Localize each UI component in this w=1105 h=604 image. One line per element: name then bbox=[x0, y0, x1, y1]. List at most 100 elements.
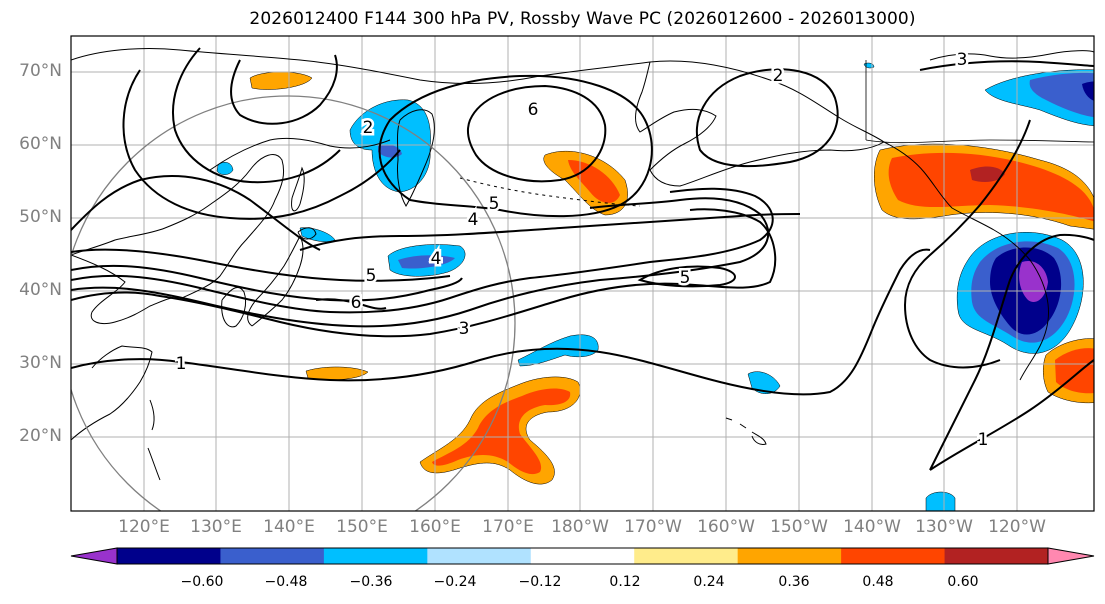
gridlines bbox=[71, 36, 1094, 511]
colorbar-tick-label: −0.36 bbox=[349, 574, 393, 590]
colorbar-tick-label: 0.48 bbox=[862, 574, 894, 590]
canada-coastline bbox=[883, 141, 1049, 381]
asia-south-coastline bbox=[71, 345, 153, 441]
anomaly-shading bbox=[216, 62, 1094, 511]
lat-label: 20°N bbox=[19, 426, 62, 446]
contour-label: 5 bbox=[489, 194, 500, 214]
lon-label: 140°W bbox=[843, 517, 901, 537]
colorbar-box bbox=[841, 548, 946, 564]
japan-coastline bbox=[247, 234, 304, 327]
lat-label: 40°N bbox=[19, 280, 62, 300]
contour-label: 2 bbox=[773, 66, 784, 86]
contour-5-north-ring bbox=[378, 74, 653, 218]
lon-label: 180°W bbox=[551, 517, 609, 537]
colorbar-tick-label: 0.24 bbox=[693, 574, 725, 590]
lon-label: 130°W bbox=[915, 517, 973, 537]
contour-label: 1 bbox=[978, 430, 989, 450]
contour-label: 5 bbox=[366, 266, 377, 286]
colorbar-box bbox=[220, 548, 325, 564]
contour-2-left bbox=[71, 208, 777, 338]
negative-anomaly-strong bbox=[1082, 81, 1094, 101]
contour-4-north bbox=[122, 69, 401, 220]
negative-anomaly-core bbox=[398, 255, 455, 269]
contour-label: 5 bbox=[680, 268, 691, 288]
lon-label: 120°E bbox=[118, 517, 170, 537]
pv-contours bbox=[71, 47, 1094, 471]
colorbar-extend-low bbox=[71, 548, 117, 564]
colorbar-tick-label: −0.60 bbox=[180, 574, 224, 590]
negative-anomaly-blob bbox=[216, 162, 234, 175]
kamchatka-coastline bbox=[397, 109, 435, 207]
map-title: 2026012400 F144 300 hPa PV, Rossby Wave … bbox=[249, 9, 916, 29]
colorbar-tick-label: 0.60 bbox=[947, 574, 979, 590]
contour-4-bottom bbox=[299, 213, 801, 251]
colorbar-box bbox=[530, 548, 635, 564]
contour-6-ring bbox=[467, 84, 607, 183]
positive-anomaly-core bbox=[432, 388, 571, 475]
contour-label: 4 bbox=[431, 249, 442, 269]
positive-anomaly-core bbox=[888, 152, 1094, 222]
aleutians bbox=[459, 177, 641, 207]
colorbar-box bbox=[323, 548, 428, 564]
colorbar-tick-label: 0.12 bbox=[609, 574, 641, 590]
lon-label: 130°E bbox=[190, 517, 242, 537]
contour-4-wave bbox=[71, 187, 774, 314]
contour-2-north bbox=[230, 54, 338, 125]
contour-label: 3 bbox=[459, 319, 470, 339]
alaska-coastline bbox=[635, 60, 885, 187]
hokkaido-coastline bbox=[297, 227, 317, 240]
contour-5-left bbox=[71, 248, 451, 282]
colorbar-box bbox=[634, 548, 739, 564]
rossby-pc-circle bbox=[71, 95, 516, 511]
arctic-islands bbox=[929, 50, 1094, 61]
korea-coastline bbox=[221, 287, 247, 328]
negative-anomaly-blob bbox=[299, 227, 336, 242]
contour-label: 1 bbox=[176, 354, 187, 374]
colorbar-tick-label: −0.24 bbox=[433, 574, 477, 590]
sakhalin-coastline bbox=[291, 166, 305, 212]
contour-3-east-loop bbox=[903, 119, 1031, 369]
colorbar-boxes bbox=[117, 548, 1049, 564]
lon-label: 150°E bbox=[336, 517, 388, 537]
contour-3-north bbox=[171, 47, 341, 184]
negative-anomaly-extreme bbox=[1019, 260, 1048, 302]
colorbar-box bbox=[944, 548, 1049, 564]
lon-label: 120°W bbox=[988, 517, 1046, 537]
hawaii bbox=[725, 417, 767, 445]
lat-label: 60°N bbox=[19, 134, 62, 154]
contour-5-wave bbox=[71, 264, 463, 302]
positive-anomaly-strong bbox=[970, 166, 1005, 182]
contour-5-loop bbox=[637, 265, 736, 288]
positive-anomaly-core bbox=[1055, 348, 1094, 394]
lon-label: 170°E bbox=[482, 517, 534, 537]
lon-label: 140°E bbox=[263, 517, 315, 537]
okhotsk-coastline bbox=[209, 137, 391, 171]
philippines bbox=[147, 399, 161, 481]
contour-label: 4 bbox=[468, 210, 479, 230]
asia-coastline bbox=[71, 154, 285, 325]
lat-label: 50°N bbox=[19, 207, 62, 227]
colorbar-box bbox=[117, 548, 221, 564]
colorbar bbox=[70, 547, 1095, 565]
contour-6-left bbox=[315, 298, 387, 310]
lon-label: 170°W bbox=[624, 517, 682, 537]
colorbar-tick-label: −0.12 bbox=[518, 574, 562, 590]
colorbar-extend-outline bbox=[1047, 547, 1095, 565]
contour-2-ring bbox=[695, 68, 839, 168]
colorbar-tick-label: 0.36 bbox=[778, 574, 810, 590]
contour-label: 6 bbox=[351, 293, 362, 313]
lat-label: 70°N bbox=[19, 61, 62, 81]
contour-label: 6 bbox=[528, 100, 539, 120]
positive-anomaly-blob bbox=[249, 71, 313, 90]
colorbar-extend-outline bbox=[70, 547, 118, 565]
colorbar-extend-high bbox=[1048, 548, 1094, 564]
contour-big-west bbox=[71, 175, 321, 251]
lon-label: 150°W bbox=[770, 517, 828, 537]
siberia-coastline bbox=[71, 47, 651, 84]
negative-anomaly-blob bbox=[747, 371, 781, 394]
colorbar-tick-label: −0.48 bbox=[264, 574, 308, 590]
negative-anomaly-blob bbox=[925, 491, 956, 511]
contour-1-east bbox=[929, 233, 1094, 471]
contour-label: 3 bbox=[957, 50, 968, 70]
negative-anomaly-blob bbox=[517, 334, 599, 367]
